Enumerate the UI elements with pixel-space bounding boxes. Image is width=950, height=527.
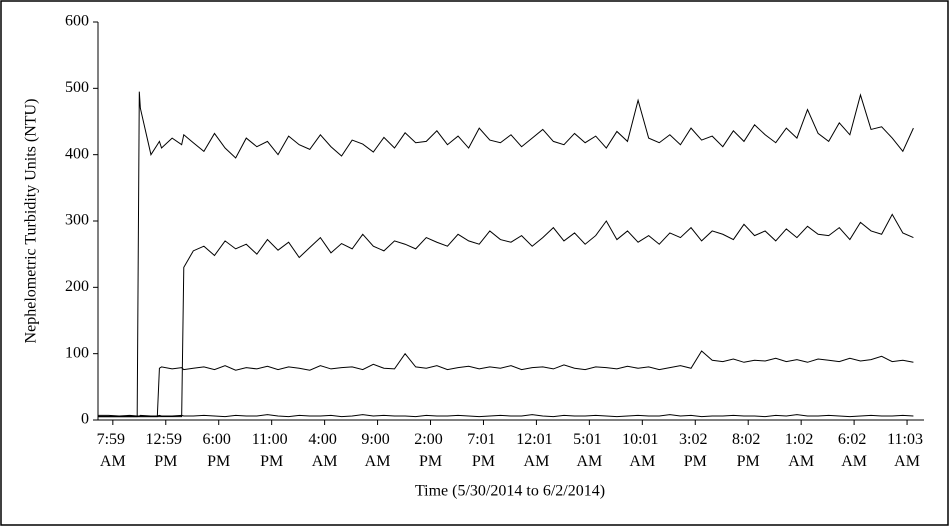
x-tick-label: 11:03 AM <box>887 431 927 470</box>
x-tick-label: 9:00 AM <box>361 431 393 470</box>
y-tick-label: 400 <box>65 145 89 162</box>
y-tick-label: 100 <box>65 344 89 361</box>
x-tick-label: 12:01 AM <box>516 431 556 470</box>
x-tick-label-line: AM <box>576 453 602 470</box>
x-tick-label: 12:59 PM <box>146 431 186 470</box>
y-tick-label: 0 <box>81 411 89 428</box>
x-tick-label-line: PM <box>737 453 760 470</box>
x-tick-label-line: AM <box>841 453 867 470</box>
x-tick-label-line: 4:00 <box>308 431 340 448</box>
x-tick-label-line: 6:02 <box>838 431 870 448</box>
y-tick-label: 500 <box>65 79 89 96</box>
x-tick-label-line: 11:03 <box>887 431 927 448</box>
x-tick-label-line: AM <box>100 453 126 470</box>
series-line <box>98 91 914 418</box>
x-tick-label-line: PM <box>260 453 283 470</box>
x-tick-label: 3:02 PM <box>679 431 711 470</box>
x-tick-label-line: AM <box>629 453 655 470</box>
x-tick-label-line: 7:59 <box>97 431 129 448</box>
x-tick-label: 7:01 PM <box>467 431 499 470</box>
x-tick-label-line: PM <box>472 453 495 470</box>
x-tick-label-line: AM <box>524 453 550 470</box>
x-tick-label: 6:00 PM <box>202 431 234 470</box>
x-tick-label-line: AM <box>365 453 391 470</box>
x-tick-label: 7:59 AM <box>97 431 129 470</box>
x-tick-label: 2:00 PM <box>414 431 446 470</box>
x-tick-label-line: 8:02 <box>732 431 764 448</box>
x-tick-label: 6:02 AM <box>838 431 870 470</box>
x-tick-label-line: 6:00 <box>202 431 234 448</box>
x-tick-label: 11:00 PM <box>252 431 292 470</box>
x-tick-label-line: PM <box>207 453 230 470</box>
x-tick-label: 5:01 AM <box>573 431 605 470</box>
x-tick-label-line: 1:02 <box>785 431 817 448</box>
x-tick-label: 4:00 AM <box>308 431 340 470</box>
series-line <box>98 414 914 418</box>
x-tick-label: 10:01 AM <box>622 431 662 470</box>
x-tick-label-line: 12:01 <box>516 431 556 448</box>
x-tick-label-line: 5:01 <box>573 431 605 448</box>
x-tick-label-line: 3:02 <box>679 431 711 448</box>
x-tick-label-line: AM <box>788 453 814 470</box>
x-tick-label-line: AM <box>894 453 920 470</box>
x-tick-label-line: 10:01 <box>622 431 662 448</box>
series-line <box>98 350 914 418</box>
x-tick-label-line: 11:00 <box>252 431 292 448</box>
x-tick-label: 1:02 AM <box>785 431 817 470</box>
x-tick-label-line: PM <box>684 453 707 470</box>
x-tick-label-line: 2:00 <box>414 431 446 448</box>
x-tick-label-line: AM <box>312 453 338 470</box>
series-line <box>98 213 914 418</box>
x-tick-label-line: PM <box>419 453 442 470</box>
y-tick-label: 200 <box>65 278 89 295</box>
x-tick-label: 8:02 PM <box>732 431 764 470</box>
x-tick-label-line: PM <box>154 453 177 470</box>
x-tick-label-line: 7:01 <box>467 431 499 448</box>
y-tick-label: 600 <box>65 13 89 30</box>
y-axis-title: Nephelometric Turbidity Units (NTU) <box>23 99 40 344</box>
x-axis-title: Time (5/30/2014 to 6/2/2014) <box>415 483 605 500</box>
x-tick-label-line: 12:59 <box>146 431 186 448</box>
x-tick-label-line: 9:00 <box>361 431 393 448</box>
y-tick-label: 300 <box>65 212 89 229</box>
